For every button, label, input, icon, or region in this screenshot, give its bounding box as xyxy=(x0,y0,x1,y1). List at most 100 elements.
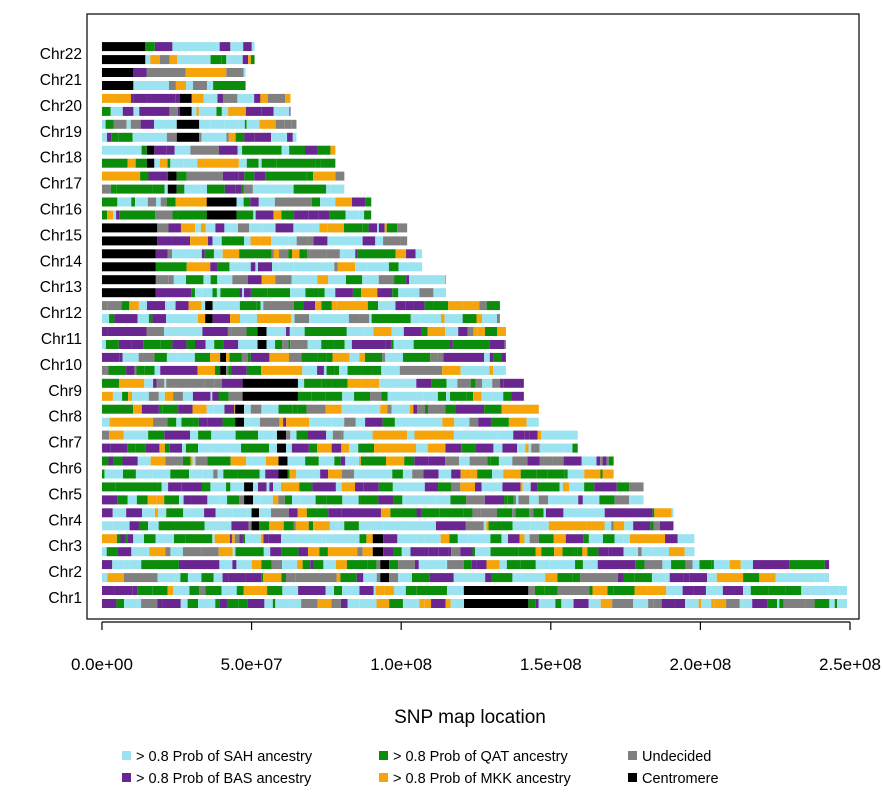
segment-sah xyxy=(684,547,695,557)
segment-und xyxy=(169,106,178,116)
segment-qat xyxy=(572,443,578,453)
segment-sah xyxy=(651,547,669,557)
segment-und xyxy=(428,404,446,414)
segment-bas xyxy=(222,171,239,181)
segment-qat xyxy=(182,456,191,466)
segment-und xyxy=(182,547,202,557)
segment-bas xyxy=(383,547,394,557)
segment-sah xyxy=(342,586,360,595)
segment-und xyxy=(335,171,345,181)
legend-swatch xyxy=(628,751,637,760)
segment-bas xyxy=(424,482,439,492)
segment-und xyxy=(241,68,244,77)
segment-sah xyxy=(326,534,360,544)
segment-bas xyxy=(110,443,128,453)
segment-sah xyxy=(409,262,419,272)
segment-bas xyxy=(207,417,223,427)
segment-sah xyxy=(246,262,251,272)
segment-sah xyxy=(422,314,439,324)
segment-und xyxy=(271,249,274,259)
segment-mkk xyxy=(409,404,414,414)
segment-sah xyxy=(165,301,176,311)
segment-qat xyxy=(122,391,129,401)
segment-qat xyxy=(283,521,294,531)
segment-bas xyxy=(114,586,133,595)
segment-sah xyxy=(342,391,355,401)
segment-und xyxy=(165,456,183,466)
segment-cen xyxy=(278,456,288,466)
segment-sah xyxy=(166,314,198,324)
segment-und xyxy=(466,495,485,505)
segment-und xyxy=(629,482,644,492)
segment-sah xyxy=(302,365,318,375)
segment-bas xyxy=(162,599,181,608)
segment-bas xyxy=(633,521,651,531)
chromosome-label: Chr10 xyxy=(40,357,83,374)
segment-sah xyxy=(313,469,321,479)
segment-und xyxy=(512,508,516,518)
segment-bas xyxy=(428,456,446,466)
segment-und xyxy=(166,378,205,388)
chromosome-label: Chr6 xyxy=(48,461,82,478)
segment-und xyxy=(241,352,248,362)
segment-qat xyxy=(393,547,402,557)
segment-qat xyxy=(215,365,221,375)
segment-und xyxy=(167,249,173,259)
segment-qat xyxy=(214,340,224,349)
segment-qat xyxy=(176,184,185,194)
segment-sah xyxy=(266,340,276,349)
segment-bas xyxy=(545,508,564,518)
segment-mkk xyxy=(359,352,365,362)
segment-qat xyxy=(367,301,379,311)
segment-mkk xyxy=(133,404,142,414)
segment-und xyxy=(397,223,408,233)
segment-cen xyxy=(257,340,267,349)
segment-bas xyxy=(116,210,120,220)
segment-sah xyxy=(444,314,463,324)
segment-sah xyxy=(713,560,730,570)
segment-qat xyxy=(207,184,225,194)
segment-sah xyxy=(112,391,123,401)
segment-sah xyxy=(524,534,530,544)
segment-sah xyxy=(318,456,335,466)
segment-und xyxy=(274,197,312,207)
segment-und xyxy=(107,301,122,311)
segment-bas xyxy=(288,508,298,518)
segment-cen xyxy=(235,404,245,414)
segment-mkk xyxy=(395,249,407,259)
segment-bas xyxy=(223,340,239,349)
segment-qat xyxy=(143,534,156,544)
chromosome-chr18 xyxy=(101,145,336,168)
segment-mkk xyxy=(427,443,446,453)
segment-bas xyxy=(294,210,309,220)
segment-qat xyxy=(308,443,318,453)
segment-qat xyxy=(491,417,509,427)
segment-mkk xyxy=(508,417,527,427)
segment-sah xyxy=(127,495,137,505)
segment-und xyxy=(278,249,289,259)
segment-qat xyxy=(613,586,635,595)
segment-bas xyxy=(219,42,231,52)
segment-bas xyxy=(154,145,167,155)
segment-sah xyxy=(262,223,276,233)
segment-sah xyxy=(244,417,250,427)
chromosome-chr16 xyxy=(101,197,372,220)
legend-item-sah: > 0.8 Prob of SAH ancestry xyxy=(122,749,313,765)
segment-qat xyxy=(503,391,512,401)
segment-bas xyxy=(254,93,261,103)
segment-qat xyxy=(504,495,508,505)
segment-sah xyxy=(115,145,142,155)
segment-mkk xyxy=(654,508,672,518)
segment-sah xyxy=(453,430,498,440)
segment-qat xyxy=(267,288,290,298)
segment-qat xyxy=(296,430,308,440)
segment-mkk xyxy=(442,417,455,427)
segment-mkk xyxy=(376,599,390,608)
segment-bas xyxy=(355,249,358,259)
segment-qat xyxy=(450,495,467,505)
segment-sah xyxy=(391,404,410,414)
segment-bas xyxy=(306,443,309,453)
segment-bas xyxy=(475,443,494,453)
segment-mkk xyxy=(167,586,174,595)
